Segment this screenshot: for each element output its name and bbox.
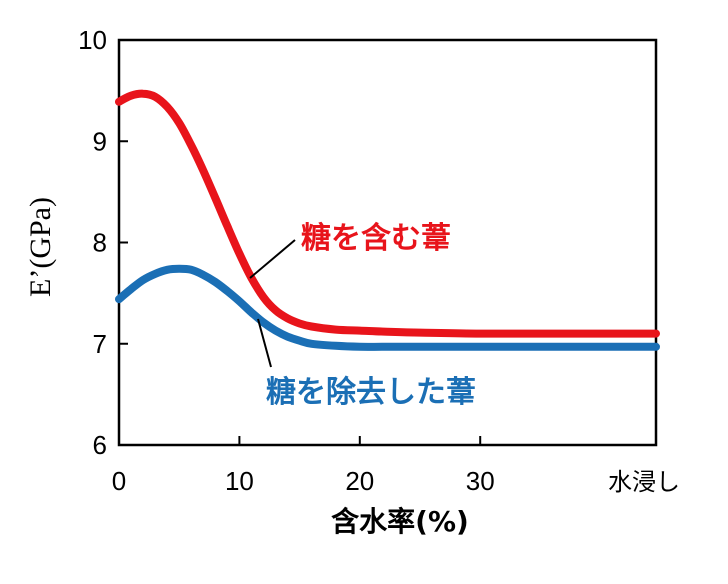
annotation-leader-blue [257,318,272,368]
x-tick-label: 20 [345,466,374,496]
series-line-sugar-removed [115,264,660,351]
axis-ticks: 6 7 8 9 10 0 10 20 30 水浸し [78,25,680,496]
x-tick-label: 30 [466,466,495,496]
y-tick-label: 8 [93,228,107,258]
annotation-label-blue: 糖を除去した葦 [266,375,476,410]
y-tick-label: 9 [93,126,107,156]
x-tick-label: 0 [112,466,126,496]
x-tick-label: 10 [225,466,254,496]
y-tick-label: 10 [78,25,107,55]
y-tick-label: 7 [93,329,107,359]
y-tick-label: 6 [93,430,107,460]
annotation-label-red: 糖を含む葦 [301,221,451,256]
annotation-layer: 糖を含む葦 糖を除去した葦 [249,221,476,410]
series-line-with-sugar [115,89,660,338]
x-tick-label: 水浸し [608,468,680,496]
annotation-leader-red [249,239,296,279]
series-layer [115,89,660,351]
y-axis-label: E’(GPa) [24,197,57,297]
x-axis-label: 含水率(%) [331,505,469,538]
